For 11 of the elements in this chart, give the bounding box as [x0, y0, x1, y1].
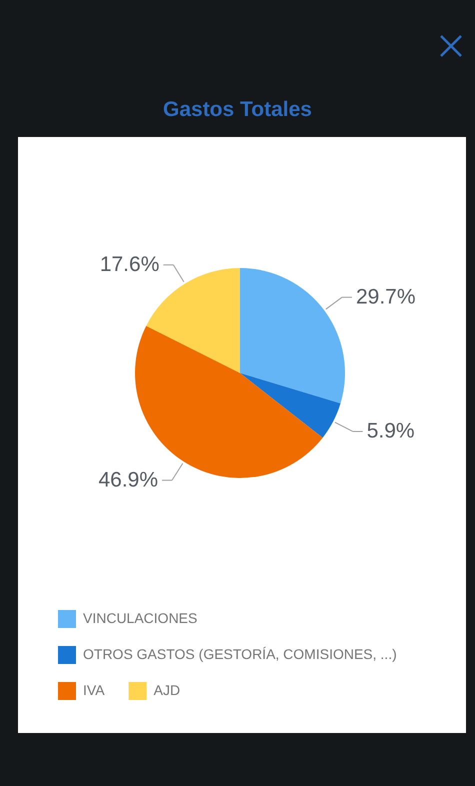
data-label: 29.7%	[356, 285, 416, 308]
data-label: 17.6%	[100, 252, 160, 276]
legend-label: VINCULACIONES	[83, 610, 198, 626]
legend-label: OTROS GASTOS (GESTORÍA, COMISIONES, ...)	[83, 646, 397, 662]
pie-slice	[240, 373, 341, 438]
legend-label: AJD	[154, 682, 180, 698]
chart-title: Gastos Totales	[163, 98, 312, 121]
data-label: 5.9%	[366, 419, 415, 442]
pie-slice	[240, 268, 345, 404]
data-label: 46.9%	[98, 468, 158, 492]
legend-label: IVA	[83, 682, 106, 698]
